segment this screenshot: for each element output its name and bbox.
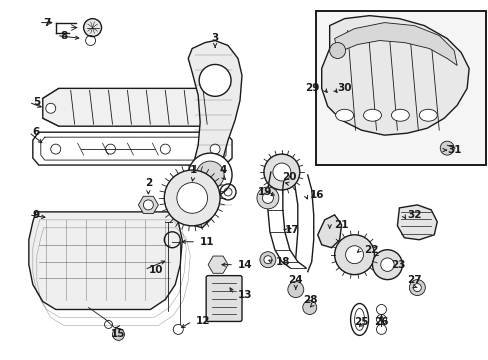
Circle shape	[210, 144, 220, 154]
Text: 21: 21	[333, 220, 347, 230]
Ellipse shape	[390, 109, 408, 121]
Circle shape	[143, 200, 153, 210]
Text: 18: 18	[275, 257, 290, 267]
Text: 30: 30	[337, 84, 351, 93]
Circle shape	[334, 235, 374, 275]
Circle shape	[272, 163, 290, 181]
Circle shape	[160, 144, 170, 154]
Text: 25: 25	[354, 318, 368, 328]
Text: 5: 5	[33, 97, 40, 107]
Text: 15: 15	[111, 329, 125, 339]
Text: 11: 11	[200, 237, 214, 247]
Circle shape	[412, 284, 421, 292]
Text: 29: 29	[305, 84, 319, 93]
Text: 1: 1	[189, 165, 197, 175]
Circle shape	[199, 64, 230, 96]
Polygon shape	[33, 132, 232, 165]
Circle shape	[112, 328, 124, 340]
Circle shape	[173, 324, 183, 334]
Text: 26: 26	[373, 318, 388, 328]
Circle shape	[105, 144, 115, 154]
Text: 6: 6	[33, 127, 40, 137]
FancyBboxPatch shape	[206, 276, 242, 321]
Circle shape	[372, 250, 402, 280]
Circle shape	[188, 153, 232, 197]
Text: 16: 16	[309, 190, 324, 200]
Polygon shape	[42, 88, 229, 126]
Circle shape	[408, 280, 425, 296]
Polygon shape	[397, 205, 436, 240]
Polygon shape	[188, 41, 242, 228]
Circle shape	[287, 282, 303, 298]
Polygon shape	[334, 23, 456, 66]
Circle shape	[264, 154, 299, 190]
Text: 27: 27	[406, 275, 421, 285]
Text: 2: 2	[144, 178, 152, 188]
Circle shape	[329, 42, 345, 58]
Polygon shape	[317, 215, 341, 248]
Circle shape	[262, 193, 273, 203]
Bar	[315, 11, 485, 165]
Circle shape	[302, 301, 316, 315]
Circle shape	[264, 256, 271, 264]
Text: 8: 8	[61, 31, 68, 41]
Text: 20: 20	[282, 172, 297, 182]
Text: 23: 23	[390, 260, 405, 270]
Polygon shape	[321, 15, 468, 135]
Text: 14: 14	[238, 260, 252, 270]
Circle shape	[260, 252, 275, 268]
Circle shape	[439, 141, 453, 155]
Text: 13: 13	[238, 289, 252, 300]
Polygon shape	[29, 212, 182, 310]
Ellipse shape	[419, 109, 436, 121]
Circle shape	[164, 170, 220, 226]
Ellipse shape	[335, 109, 353, 121]
Ellipse shape	[363, 109, 381, 121]
Text: 24: 24	[288, 275, 303, 285]
Text: 4: 4	[219, 165, 226, 175]
Text: 22: 22	[364, 245, 378, 255]
Text: 17: 17	[285, 225, 299, 235]
Text: 19: 19	[257, 187, 271, 197]
Text: 32: 32	[407, 210, 421, 220]
Text: 28: 28	[303, 294, 317, 305]
Circle shape	[196, 161, 224, 189]
Circle shape	[256, 187, 278, 209]
Circle shape	[83, 19, 102, 37]
Text: 3: 3	[211, 32, 218, 42]
Text: 10: 10	[148, 265, 163, 275]
Text: 31: 31	[447, 145, 461, 155]
Text: 7: 7	[42, 18, 50, 28]
Text: 12: 12	[196, 316, 210, 327]
Circle shape	[51, 144, 61, 154]
Text: 9: 9	[33, 210, 40, 220]
Circle shape	[345, 246, 363, 264]
Circle shape	[177, 183, 207, 213]
Circle shape	[380, 258, 393, 271]
Circle shape	[46, 103, 56, 113]
